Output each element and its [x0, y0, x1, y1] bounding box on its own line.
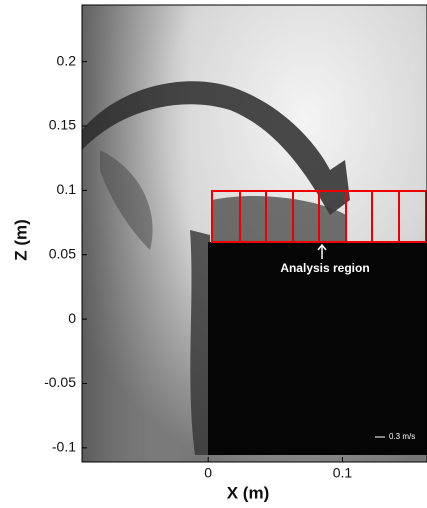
y-axis-label: Z (m) — [11, 219, 30, 261]
y-tick-label: -0.05 — [44, 374, 76, 390]
x-tick-label: 0 — [204, 465, 212, 481]
y-tick-label: 0.15 — [49, 117, 76, 133]
y-tick-label: 0.2 — [57, 52, 77, 68]
y-tick-label: 0.1 — [57, 181, 77, 197]
y-tick-label: 0.05 — [49, 245, 76, 261]
y-tick-label: 0 — [68, 310, 76, 326]
annotation: Analysis region — [280, 261, 369, 275]
annotation: 0.3 m/s — [389, 432, 415, 441]
x-axis-label: X (m) — [227, 483, 270, 502]
chart: Analysis region 0.3 m/s X (m) Z (m) 0.2 0… — [0, 0, 427, 508]
x-tick-label: 0.1 — [333, 465, 353, 481]
photo — [82, 5, 427, 462]
y-tick-label: -0.1 — [52, 439, 76, 455]
